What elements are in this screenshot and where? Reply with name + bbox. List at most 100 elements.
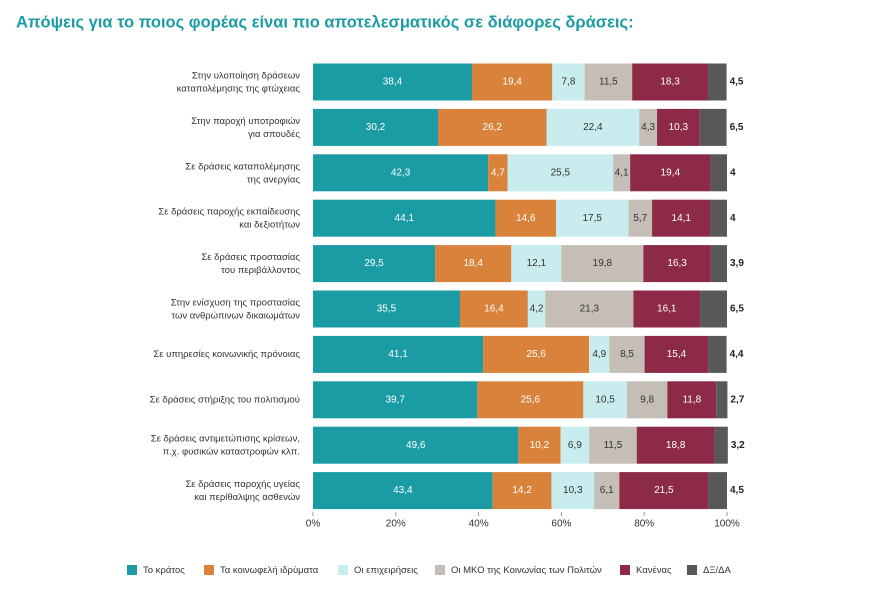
bar-segment xyxy=(552,63,585,101)
bar-segment xyxy=(477,381,584,419)
legend-swatch xyxy=(435,565,445,575)
bar-segment xyxy=(619,472,709,510)
value-label: 4,5 xyxy=(730,485,744,496)
legend-swatch xyxy=(620,565,630,575)
value-label: 4,5 xyxy=(730,77,744,88)
value-label: 4,3 xyxy=(641,122,655,133)
bar-segment xyxy=(313,63,472,101)
bar-segment xyxy=(518,426,561,464)
value-label: 25,6 xyxy=(526,349,546,360)
x-tick-label: 40% xyxy=(469,519,489,530)
bar-segment xyxy=(435,245,512,283)
bar-segment xyxy=(639,108,658,146)
value-label: 11,5 xyxy=(599,77,618,88)
value-label: 5,7 xyxy=(633,213,647,224)
bar-segment xyxy=(483,335,590,373)
bar-segment xyxy=(561,245,644,283)
category-label: Σε δράσεις στήριξης του πολιτισμού xyxy=(150,394,300,405)
bar-segment xyxy=(708,335,727,373)
bar-segment xyxy=(313,108,439,146)
category-label: Σε υπηρεσίες κοινωνικής πρόνοιας xyxy=(153,349,300,360)
bar-segment xyxy=(556,199,629,237)
value-label: 17,5 xyxy=(583,213,603,224)
value-label: 12,1 xyxy=(527,258,547,269)
value-label: 11,8 xyxy=(682,394,701,405)
bar-segment xyxy=(628,199,653,237)
value-label: 14,6 xyxy=(516,213,536,224)
bar-segment xyxy=(644,335,709,373)
bar-segment xyxy=(560,426,590,464)
value-label: 6,1 xyxy=(600,485,614,496)
value-label: 11,5 xyxy=(604,440,623,451)
bar-segment xyxy=(643,245,711,283)
bar-segment xyxy=(313,290,460,328)
legend-swatch xyxy=(338,565,348,575)
chart-title: Απόψεις για το ποιος φορέας είναι πιο απ… xyxy=(16,13,634,31)
bar-segment xyxy=(710,199,727,237)
bar-segment xyxy=(584,63,633,101)
value-label: 4 xyxy=(730,167,736,178)
bar-segment xyxy=(594,472,620,510)
category-label: Στην ενίσχυση της προστασίας των ανθρώπιν… xyxy=(171,297,301,321)
bar-segment xyxy=(471,63,553,101)
value-label: 4,7 xyxy=(491,167,505,178)
bar-segment xyxy=(652,199,711,237)
value-label: 16,4 xyxy=(484,304,504,315)
legend-label: Οι ΜΚΟ της Κοινωνίας των Πολιτών xyxy=(451,565,602,576)
value-label: 18,8 xyxy=(666,440,686,451)
bar-segment xyxy=(657,108,700,146)
bar-segment xyxy=(630,154,711,192)
value-label: 41,1 xyxy=(388,349,408,360)
value-label: 2,7 xyxy=(730,394,744,405)
value-label: 25,6 xyxy=(521,394,541,405)
value-label: 49,6 xyxy=(406,440,426,451)
bar-segment xyxy=(613,154,631,192)
value-label: 43,4 xyxy=(393,485,413,496)
value-label: 6,5 xyxy=(730,122,744,133)
x-tick-label: 100% xyxy=(714,519,740,530)
bar-segment xyxy=(699,108,727,146)
bar-segment xyxy=(492,472,552,510)
value-label: 21,5 xyxy=(654,485,674,496)
bar-segment xyxy=(633,290,701,328)
bar-segment xyxy=(714,426,728,464)
value-label: 14,2 xyxy=(512,485,532,496)
bar-segment xyxy=(589,335,610,373)
bar-segment xyxy=(511,245,562,283)
bar-segment xyxy=(545,290,634,328)
value-label: 16,1 xyxy=(657,304,677,315)
category-label: Σε δράσεις παροχής υγείας και περίθαλψης … xyxy=(185,479,300,503)
legend-label: ΔΞ/ΔΑ xyxy=(703,565,732,576)
value-label: 14,1 xyxy=(672,213,692,224)
x-tick-label: 80% xyxy=(634,519,654,530)
bar-segment xyxy=(488,154,508,192)
bar-segment xyxy=(313,426,519,464)
value-label: 6,9 xyxy=(568,440,582,451)
legend-swatch xyxy=(127,565,137,575)
bar-segment xyxy=(313,245,436,283)
bar-segment xyxy=(707,63,727,101)
bar-segment xyxy=(313,381,478,419)
x-tick-label: 20% xyxy=(386,519,406,530)
value-label: 7,8 xyxy=(561,77,575,88)
bar-segment xyxy=(313,154,489,192)
value-label: 3,2 xyxy=(731,440,745,451)
bar-segment xyxy=(438,108,547,146)
value-label: 16,3 xyxy=(667,258,687,269)
category-label: Σε δράσεις καταπολέμησης της ανεργίας xyxy=(185,161,300,185)
value-label: 30,2 xyxy=(366,122,386,133)
bar-segment xyxy=(716,381,728,419)
value-label: 19,8 xyxy=(593,258,613,269)
value-label: 4,4 xyxy=(730,349,744,360)
value-label: 29,5 xyxy=(364,258,384,269)
bar-segment xyxy=(507,154,614,192)
value-label: 3,9 xyxy=(730,258,744,269)
bar-segment xyxy=(527,290,546,328)
value-label: 38,4 xyxy=(383,77,403,88)
value-label: 42,3 xyxy=(391,167,411,178)
value-label: 18,3 xyxy=(660,77,680,88)
value-label: 18,4 xyxy=(463,258,483,269)
bar-segment xyxy=(551,472,595,510)
value-label: 35,5 xyxy=(377,304,397,315)
bar-segment xyxy=(636,426,715,464)
